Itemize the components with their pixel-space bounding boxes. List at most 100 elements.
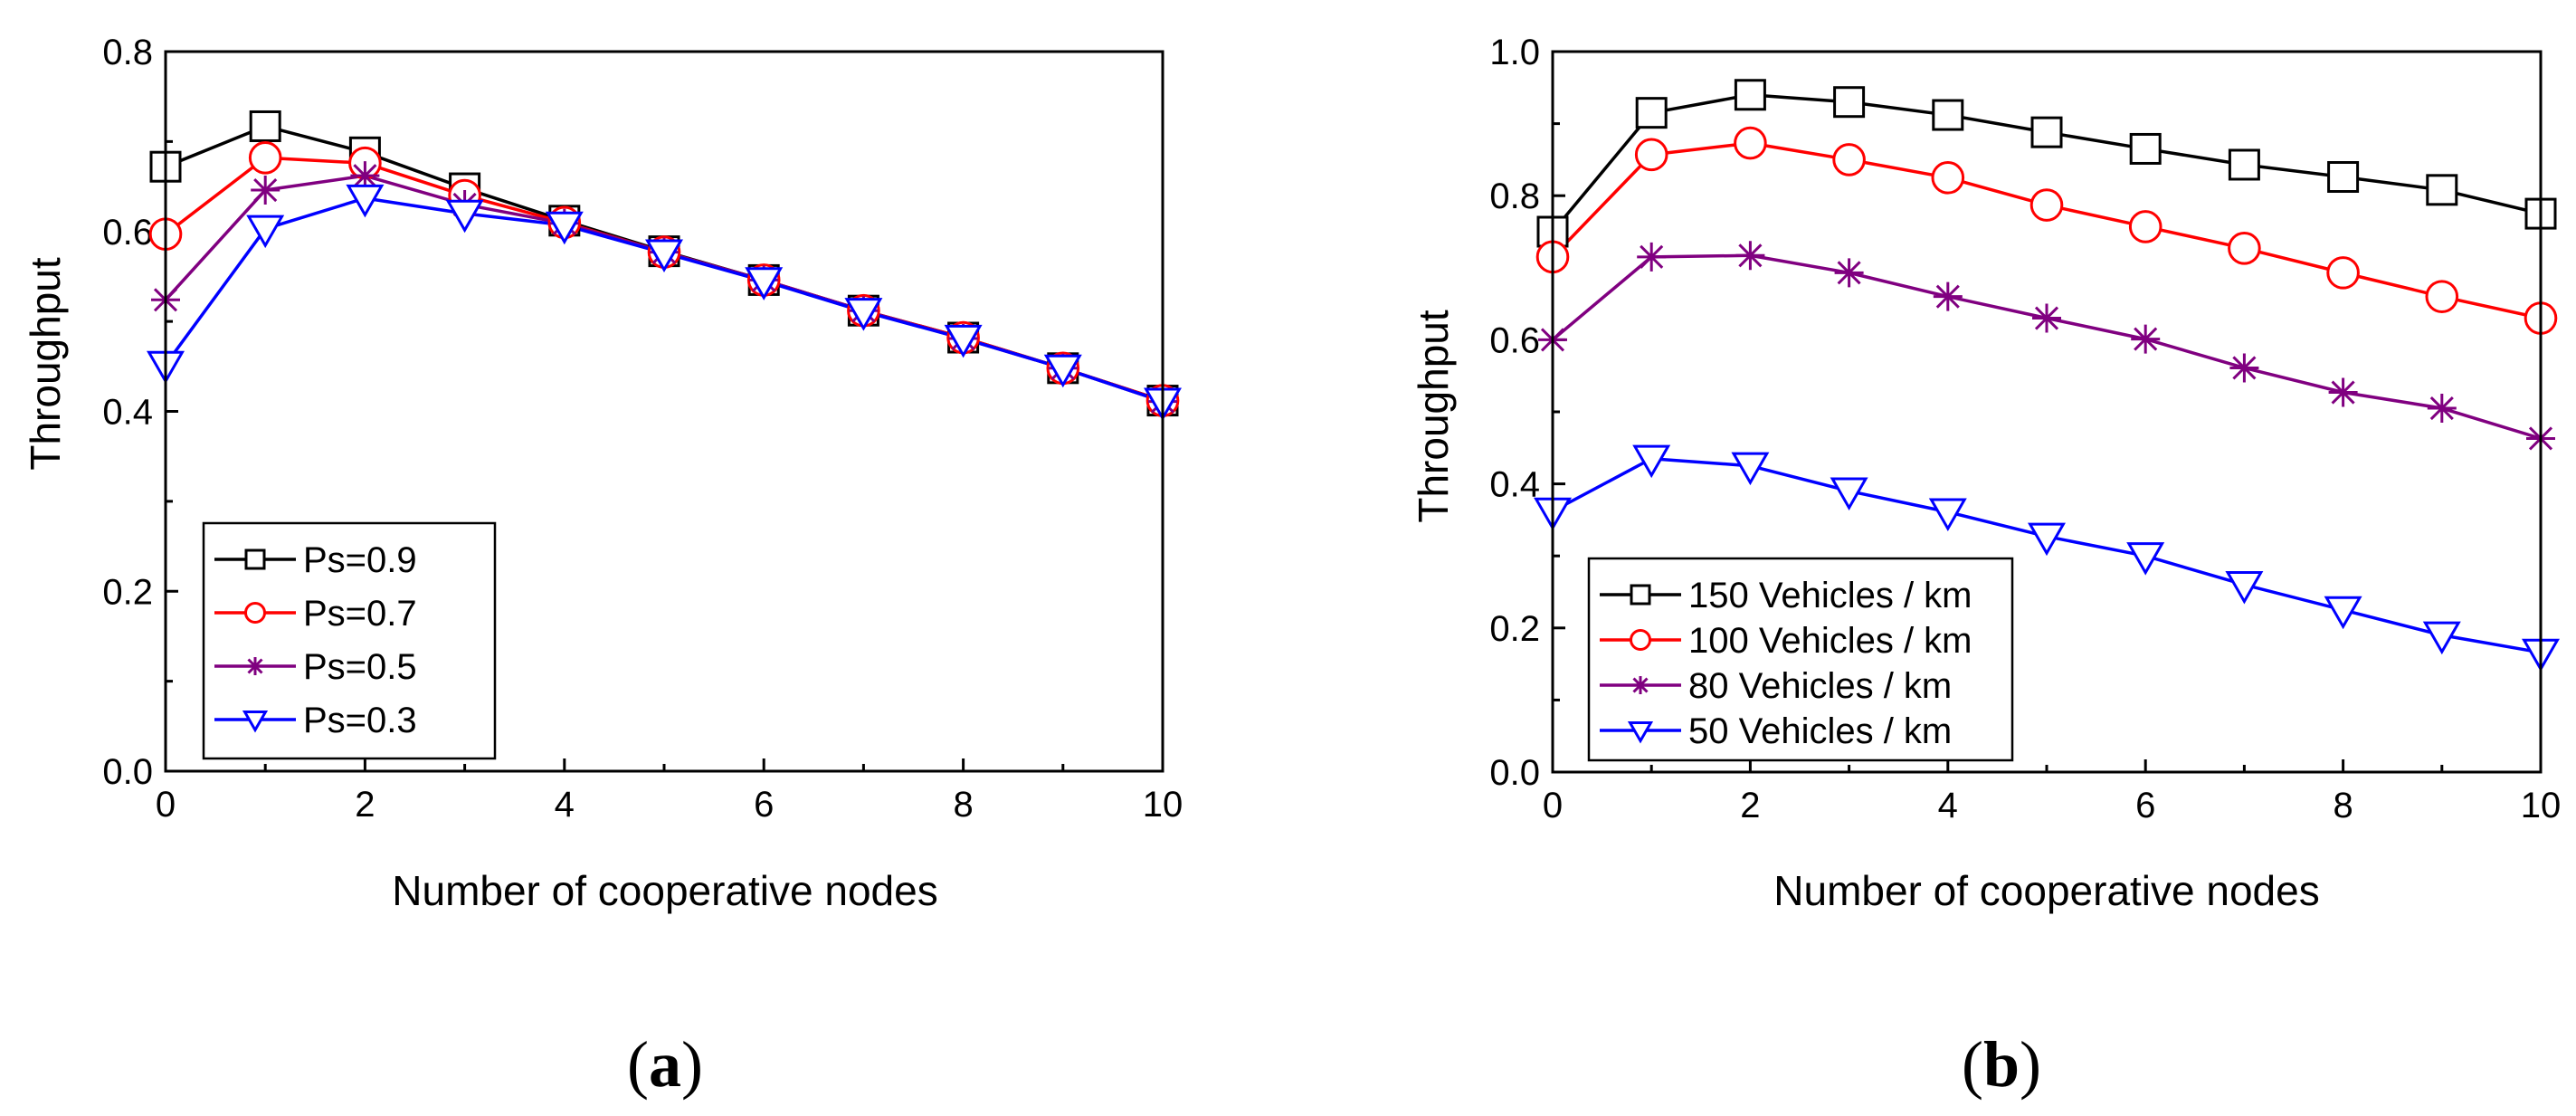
legend-a: Ps=0.9 Ps=0.7 Ps=0.5 Ps=0.3 <box>202 521 497 760</box>
data-point <box>1834 258 1864 288</box>
y-tick-label: 0.2 <box>102 572 153 612</box>
plot-frame-b <box>1551 50 2543 774</box>
data-point <box>1832 143 1866 176</box>
data-point <box>350 161 380 191</box>
y-tick-label: 1.0 <box>1489 33 1540 72</box>
data-point <box>1931 161 1965 195</box>
series-line-2 <box>166 156 1163 403</box>
legend-label: 50 Vehicles / km <box>1688 711 1952 751</box>
x-tick-label: 0 <box>156 785 176 825</box>
legend-marker <box>244 548 266 570</box>
series-line-4 <box>166 196 1163 404</box>
series-line-2 <box>1553 141 2541 320</box>
legend-marker <box>246 657 264 675</box>
legend-marker <box>244 602 266 624</box>
legend-label: Ps=0.9 <box>303 540 417 580</box>
legend-marker <box>1630 584 1651 606</box>
data-point <box>2326 256 2360 290</box>
legend-marker <box>1627 721 1654 744</box>
data-point <box>1833 86 1866 119</box>
data-point <box>944 324 983 358</box>
data-point <box>2427 394 2457 424</box>
data-point <box>2129 132 2162 165</box>
y-tick-label: 0.6 <box>102 213 153 253</box>
data-point <box>2131 324 2161 354</box>
data-point <box>844 298 883 331</box>
x-tick-label: 8 <box>2333 786 2353 825</box>
data-point <box>1632 444 1671 479</box>
data-point <box>1830 477 1868 510</box>
x-tick-label: 10 <box>2521 786 2562 825</box>
y-tick-label: 0.8 <box>1489 176 1540 216</box>
data-point <box>645 239 683 273</box>
y-axis-title-b: Throughput <box>1410 310 1457 522</box>
data-point <box>745 267 784 300</box>
data-point <box>1734 79 1766 111</box>
data-point <box>1734 126 1767 160</box>
legend-marker <box>1631 676 1649 694</box>
legend-box <box>1587 557 2014 762</box>
data-point <box>1932 99 1964 131</box>
caption-b: (b) <box>1962 1028 2041 1101</box>
series-line-3 <box>166 174 1163 404</box>
data-point <box>2030 116 2063 148</box>
legend-label: Ps=0.7 <box>303 594 417 634</box>
legend-label: 80 Vehicles / km <box>1688 666 1952 706</box>
legend-marker <box>242 711 269 733</box>
data-point <box>1928 498 1967 532</box>
x-axis-title-a: Number of cooperative nodes <box>392 867 937 914</box>
data-point <box>2128 210 2163 243</box>
x-axis-title-b: Number of cooperative nodes <box>1773 867 2319 914</box>
y-tick-label: 0.0 <box>1489 753 1540 793</box>
data-point <box>2225 570 2264 605</box>
caption-label-b: b <box>1983 1028 2020 1101</box>
data-point <box>1043 354 1082 388</box>
data-point <box>445 199 484 234</box>
x-tick-label: 4 <box>555 785 575 825</box>
y-tick-label: 0.4 <box>102 393 153 433</box>
x-tick-label: 6 <box>754 785 774 825</box>
data-point <box>1635 97 1668 129</box>
y-tick-label: 0.8 <box>102 33 153 72</box>
plot-frame-a <box>164 50 1164 773</box>
legend-label: Ps=0.3 <box>303 701 417 740</box>
data-point <box>2126 542 2165 576</box>
x-tick-label: 0 <box>1543 786 1563 825</box>
y-tick-label: 0.4 <box>1489 465 1540 505</box>
markers-b <box>1534 79 2560 672</box>
data-point <box>1634 138 1668 172</box>
data-point <box>1933 281 1963 311</box>
data-point <box>2422 621 2461 655</box>
data-point <box>2228 148 2260 181</box>
data-point <box>2426 174 2458 206</box>
x-tick-label: 10 <box>1143 785 1183 825</box>
data-point <box>2327 161 2360 194</box>
legend-b: 150 Vehicles / km 100 Vehicles / km 80 Veh… <box>1587 557 2014 762</box>
data-point <box>2229 353 2259 383</box>
data-point <box>249 110 281 142</box>
y-tick-label: 0.0 <box>102 752 153 792</box>
data-point <box>2425 280 2459 313</box>
legend-label: 100 Vehicles / km <box>1688 621 1972 661</box>
data-point <box>545 211 584 245</box>
chart-panel-b: 0 2 4 6 8 10 0.0 0.2 0.4 0.6 0.8 1.0 150 Vehicles / … <box>1410 33 2561 1101</box>
data-point <box>1637 242 1667 272</box>
svg-text:(a): (a) <box>627 1028 703 1101</box>
legend-label: 150 Vehicles / km <box>1688 576 1972 615</box>
svg-text:(b): (b) <box>1962 1028 2041 1101</box>
data-point <box>1735 241 1765 271</box>
y-tick-label: 0.6 <box>1489 320 1540 360</box>
data-point <box>2328 377 2358 407</box>
caption-label-a: a <box>649 1028 681 1101</box>
caption-a: (a) <box>627 1028 703 1101</box>
data-point <box>2029 188 2064 222</box>
data-point <box>2032 303 2061 333</box>
data-point <box>346 184 385 218</box>
data-point <box>2324 596 2362 630</box>
x-tick-label: 4 <box>1938 786 1958 825</box>
legend-label: Ps=0.5 <box>303 647 417 687</box>
data-point <box>1731 452 1770 486</box>
y-tick-label: 0.2 <box>1489 609 1540 649</box>
data-point <box>2228 232 2261 265</box>
